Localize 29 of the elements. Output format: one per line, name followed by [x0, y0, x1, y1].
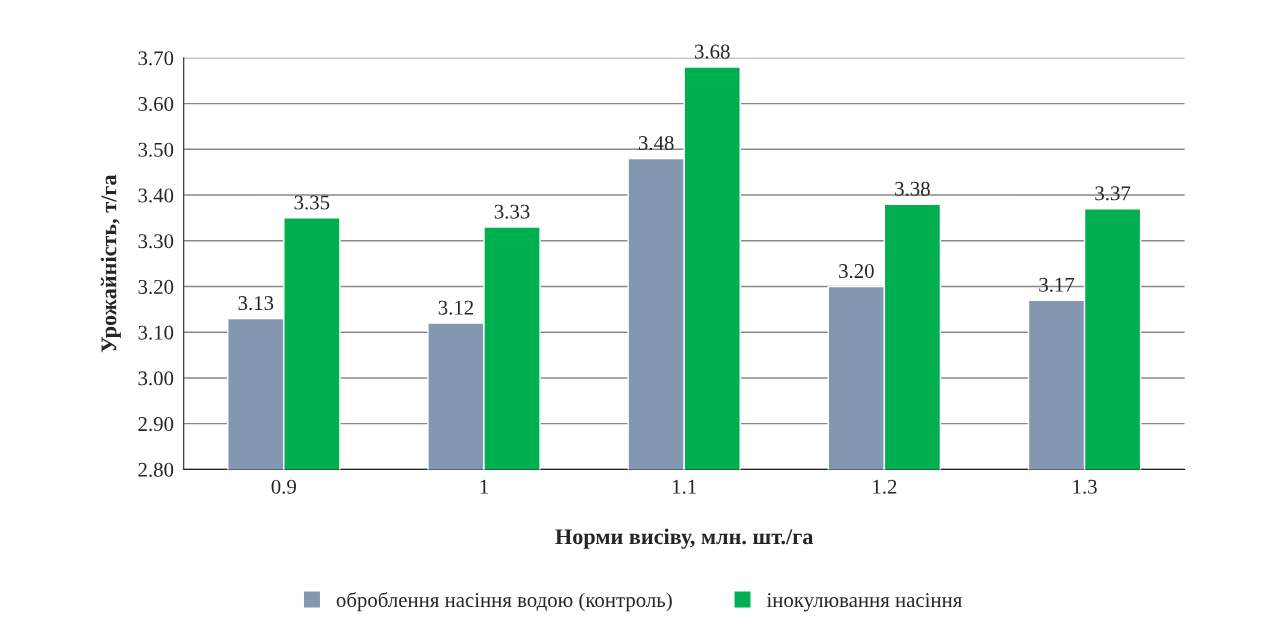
y-tick-label: 2.80 — [138, 462, 174, 477]
legend-label: інокулювання насіння — [766, 593, 962, 612]
y-tick-label: 3.70 — [138, 51, 174, 66]
data-label: 3.68 — [694, 44, 730, 59]
legend-label: оброблення насіння водою (контроль) — [336, 591, 672, 612]
x-axis-title: Норми висіву, млн. шт./га — [555, 528, 814, 549]
data-label: 3.37 — [1095, 186, 1131, 201]
x-tick-label: 1.3 — [1073, 479, 1097, 494]
y-tick-label: 3.60 — [138, 96, 174, 112]
x-tick-label: 1.2 — [873, 479, 897, 494]
y-tick-label: 3.30 — [138, 234, 174, 249]
data-label: 3.33 — [494, 204, 530, 219]
data-label: 3.17 — [1039, 277, 1075, 292]
y-tick-label: 3.00 — [138, 371, 174, 386]
data-label: 3.20 — [839, 264, 874, 279]
y-tick-label: 3.10 — [138, 325, 174, 340]
y-tick-label: 3.20 — [138, 279, 174, 295]
y-axis-title: Урожайність, т/га — [100, 174, 121, 353]
data-label: 3.35 — [294, 195, 330, 210]
y-tick-label: 2.90 — [138, 417, 174, 432]
x-tick-label: 0.9 — [271, 479, 296, 494]
y-tick-label: 3.50 — [138, 142, 174, 157]
data-label: 3.12 — [438, 300, 474, 315]
data-label: 3.13 — [238, 296, 274, 311]
data-label: 3.48 — [638, 136, 674, 151]
x-tick-label: 1.1 — [672, 479, 696, 494]
y-tick-label: 3.40 — [138, 188, 174, 203]
data-label: 3.38 — [895, 181, 930, 196]
x-tick-label: 1 — [480, 479, 488, 494]
